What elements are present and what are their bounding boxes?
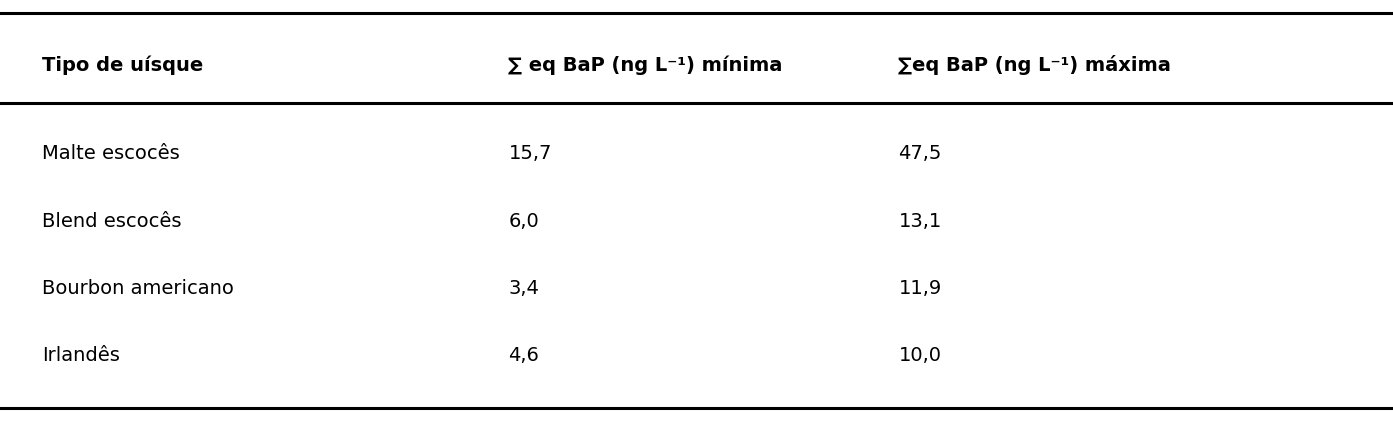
- Text: 11,9: 11,9: [898, 279, 942, 298]
- Text: 47,5: 47,5: [898, 144, 942, 163]
- Text: Bourbon americano: Bourbon americano: [42, 279, 234, 298]
- Text: 13,1: 13,1: [898, 211, 942, 231]
- Text: Malte escocês: Malte escocês: [42, 144, 180, 163]
- Text: 3,4: 3,4: [508, 279, 539, 298]
- Text: ∑ eq BaP (ng L⁻¹) mínima: ∑ eq BaP (ng L⁻¹) mínima: [508, 56, 783, 75]
- Text: Blend escocês: Blend escocês: [42, 211, 181, 231]
- Text: 10,0: 10,0: [898, 346, 942, 365]
- Text: Irlandês: Irlandês: [42, 346, 120, 365]
- Text: 4,6: 4,6: [508, 346, 539, 365]
- Text: 15,7: 15,7: [508, 144, 552, 163]
- Text: Tipo de uísque: Tipo de uísque: [42, 56, 203, 75]
- Text: 6,0: 6,0: [508, 211, 539, 231]
- Text: ∑eq BaP (ng L⁻¹) máxima: ∑eq BaP (ng L⁻¹) máxima: [898, 55, 1172, 75]
